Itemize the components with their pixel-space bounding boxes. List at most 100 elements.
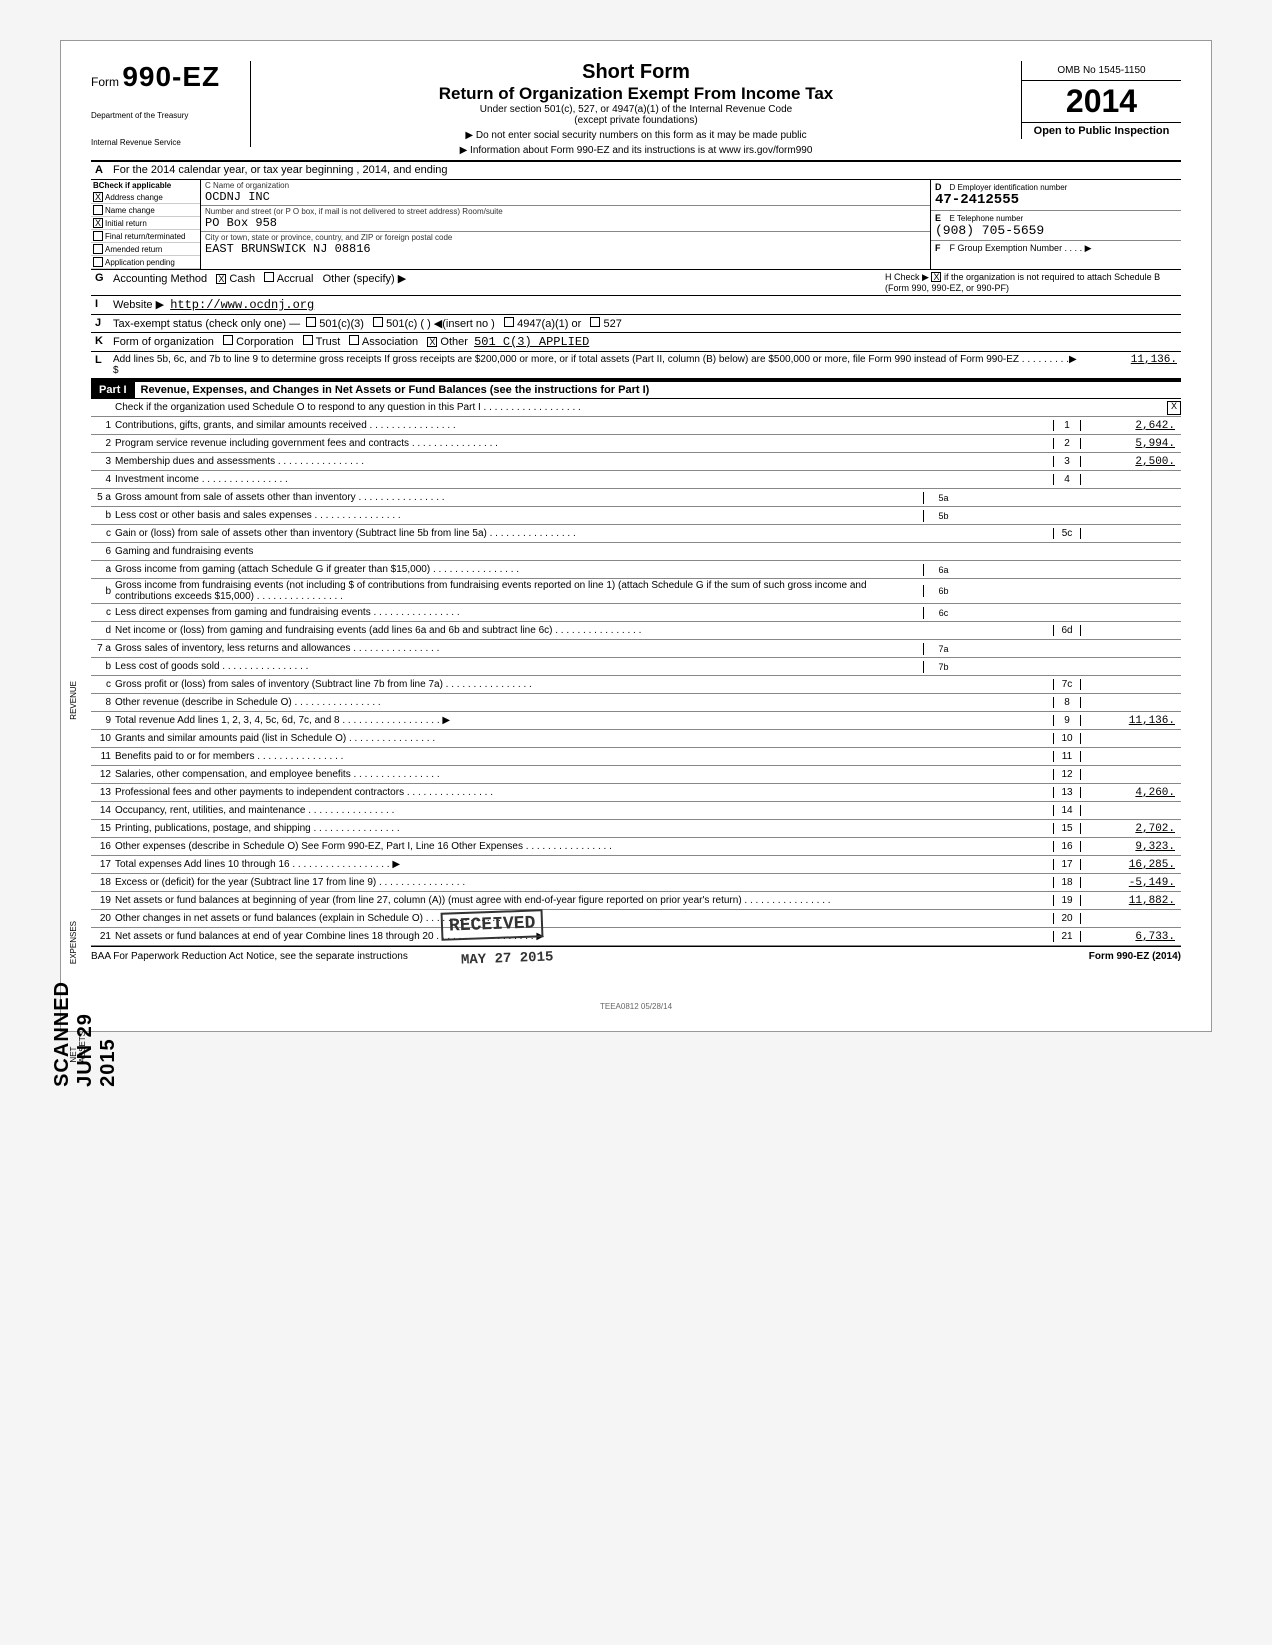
line-box-number: 17 (1053, 859, 1081, 870)
form-line: 20Other changes in net assets or fund ba… (91, 910, 1181, 928)
line-number: 4 (91, 474, 115, 485)
line-box-number: 15 (1053, 823, 1081, 834)
line-text: Salaries, other compensation, and employ… (115, 769, 1053, 780)
website-value: http://www.ocdnj.org (170, 298, 314, 312)
g-label: Accounting Method (113, 273, 207, 285)
j-527-checkbox[interactable] (590, 317, 600, 327)
tax-year: 2014 (1022, 81, 1181, 123)
line-text: Grants and similar amounts paid (list in… (115, 733, 1053, 744)
part1-header: Part I Revenue, Expenses, and Changes in… (91, 380, 1181, 399)
line-text: Total revenue Add lines 1, 2, 3, 4, 5c, … (115, 715, 1053, 726)
line-text: Gaming and fundraising events (115, 546, 1181, 557)
form-word: Form (91, 75, 119, 89)
netassets-side-label: NET ASSETS (69, 1031, 87, 1063)
b-checkbox-1[interactable] (93, 205, 103, 215)
line-text: Gain or (loss) from sale of assets other… (115, 528, 1053, 539)
line-box-number: 1 (1053, 420, 1081, 431)
line-value: 2,500. (1081, 456, 1181, 468)
expenses-side-label: EXPENSES (69, 921, 78, 964)
b-label-0: Address change (105, 193, 163, 202)
line-box-number: 10 (1053, 733, 1081, 744)
d-label: D Employer identification number (950, 183, 1068, 192)
line-text: Contributions, gifts, grants, and simila… (115, 420, 1053, 431)
line-box-number: 21 (1053, 931, 1081, 942)
line-value: -5,149. (1081, 877, 1181, 889)
line-box-number: 6d (1053, 625, 1081, 636)
inner-box-num: 7b (923, 661, 963, 673)
b-check-item: Name change (91, 204, 200, 217)
line-text: Program service revenue including govern… (115, 438, 1053, 449)
j-501c3-checkbox[interactable] (306, 317, 316, 327)
line-number: c (91, 679, 115, 690)
k-assoc-checkbox[interactable] (349, 335, 359, 345)
line-text: Gross profit or (loss) from sales of inv… (115, 679, 1053, 690)
j-4947-checkbox[interactable] (504, 317, 514, 327)
line-box-number: 3 (1053, 456, 1081, 467)
line-number: 7 a (91, 643, 115, 654)
title-main: Return of Organization Exempt From Incom… (261, 84, 1011, 104)
line-text: Membership dues and assessments . . . . … (115, 456, 1053, 467)
inner-box-num: 6c (923, 607, 963, 619)
line-text: Net income or (loss) from gaming and fun… (115, 625, 1053, 636)
c-name-label: C Name of organization (205, 181, 926, 190)
line-j: J Tax-exempt status (check only one) — 5… (91, 315, 1181, 333)
line-value: 9,323. (1081, 841, 1181, 853)
form-line: 17Total expenses Add lines 10 through 16… (91, 856, 1181, 874)
form-line: cGross profit or (loss) from sales of in… (91, 676, 1181, 694)
line-box-number: 7c (1053, 679, 1081, 690)
line-number: 3 (91, 456, 115, 467)
b-header: Check if applicable (99, 181, 171, 190)
line-value: 6,733. (1081, 931, 1181, 943)
line-value: 16,285. (1081, 859, 1181, 871)
b-checkbox-0[interactable]: X (93, 192, 103, 202)
b-check-item: Amended return (91, 243, 200, 256)
e-label: E Telephone number (950, 214, 1024, 223)
line-value: 4,260. (1081, 787, 1181, 799)
k-corp: Corporation (236, 336, 293, 348)
accrual-label: Accrual (277, 273, 314, 285)
line-text: Printing, publications, postage, and shi… (115, 823, 1053, 834)
k-trust-checkbox[interactable] (303, 335, 313, 345)
part1-checkbox[interactable]: X (1167, 401, 1181, 415)
i-label: Website ▶ (113, 299, 164, 311)
cash-checkbox[interactable]: X (216, 274, 226, 284)
k-other: Other (440, 336, 468, 348)
k-corp-checkbox[interactable] (223, 335, 233, 345)
b-checkbox-2[interactable]: X (93, 218, 103, 228)
form-line: 10Grants and similar amounts paid (list … (91, 730, 1181, 748)
header-left: Form 990-EZ Department of the Treasury I… (91, 61, 251, 147)
form-line: 13Professional fees and other payments t… (91, 784, 1181, 802)
line-number: 2 (91, 438, 115, 449)
line-l: L Add lines 5b, 6c, and 7b to line 9 to … (91, 352, 1181, 380)
line-text: Other revenue (describe in Schedule O) .… (115, 697, 1053, 708)
line-box-number: 2 (1053, 438, 1081, 449)
form-header: Form 990-EZ Department of the Treasury I… (91, 61, 1181, 162)
line-number: 11 (91, 751, 115, 762)
h-checkbox[interactable]: X (931, 272, 941, 282)
line-box-number: 19 (1053, 895, 1081, 906)
phone-value: (908) 705-5659 (935, 223, 1044, 238)
line-text: Less cost of goods sold . . . . . . . . … (115, 661, 923, 672)
line-box-number: 14 (1053, 805, 1081, 816)
b-checkbox-4[interactable] (93, 244, 103, 254)
j-501c-checkbox[interactable] (373, 317, 383, 327)
line-box-number: 13 (1053, 787, 1081, 798)
line-text: Gross income from fundraising events (no… (115, 580, 923, 602)
k-other-checkbox[interactable]: X (427, 337, 437, 347)
form-line: 9Total revenue Add lines 1, 2, 3, 4, 5c,… (91, 712, 1181, 730)
accrual-checkbox[interactable] (264, 272, 274, 282)
j-opt3: 4947(a)(1) or (517, 318, 581, 330)
b-checkbox-5[interactable] (93, 257, 103, 267)
header-right: OMB No 1545-1150 2014 Open to Public Ins… (1021, 61, 1181, 139)
k-assoc: Association (362, 336, 418, 348)
other-method: Other (specify) ▶ (323, 273, 407, 285)
part1-check-text: Check if the organization used Schedule … (115, 402, 1167, 413)
line-text: Other changes in net assets or fund bala… (115, 913, 1053, 924)
line-number: 8 (91, 697, 115, 708)
instruction-info: ▶ Information about Form 990-EZ and its … (261, 145, 1011, 156)
form-line: 5 aGross amount from sale of assets othe… (91, 489, 1181, 507)
form-line: 7 aGross sales of inventory, less return… (91, 640, 1181, 658)
part1-title: Revenue, Expenses, and Changes in Net As… (135, 382, 656, 398)
b-checkbox-3[interactable] (93, 231, 103, 241)
b-label-3: Final return/terminated (105, 232, 185, 241)
